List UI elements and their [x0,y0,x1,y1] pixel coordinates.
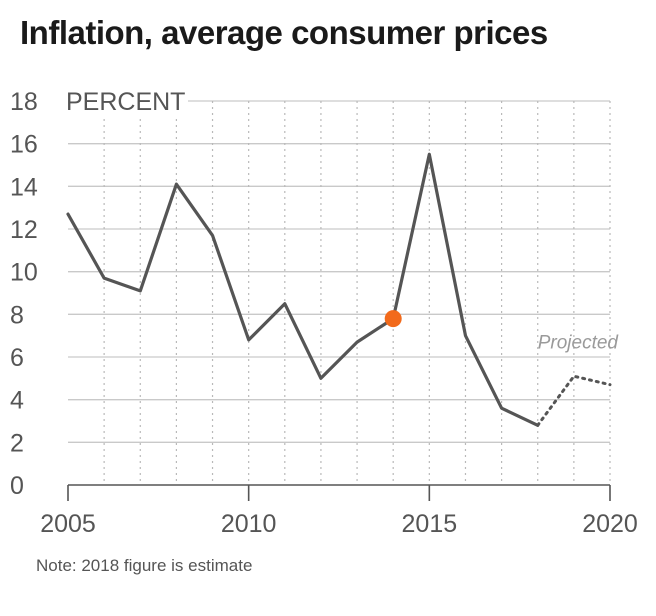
y-tick-label-10: 10 [10,259,38,287]
annotation-projected: Projected [538,332,620,353]
x-tick-label-2020: 2020 [582,510,638,538]
data-point-actual-2012 [319,377,322,380]
x-tick-label-2010: 2010 [221,510,277,538]
data-point-actual-2017 [500,407,503,410]
y-tick-label-8: 8 [10,301,24,329]
y-tick-label-6: 6 [10,344,24,372]
y-tick-label-12: 12 [10,216,38,244]
y-tick-label-14: 14 [10,173,38,201]
data-point-actual-2010 [247,338,250,341]
series-line-projected [536,374,612,427]
y-tick-label-18: 18 [10,88,38,116]
data-point-actual-2006 [103,277,106,280]
y-axis-unit-label: PERCENT [66,88,185,116]
data-point-actual-2011 [283,302,286,305]
series [66,152,612,427]
chart-title: Inflation, average consumer prices [20,14,548,51]
data-point-projected-2020 [609,383,612,386]
unit-label-bg [64,85,188,115]
y-tick-label-0: 0 [10,472,24,500]
data-point-projected-2018 [536,424,539,427]
x-tick-label-2005: 2005 [40,510,96,538]
data-point-projected-2019 [572,375,575,378]
y-tick-label-2: 2 [10,429,24,457]
y-tick-label-16: 16 [10,131,38,159]
data-point-actual-2016 [464,334,467,337]
axes [67,484,611,501]
labels: 0 2 4 6 8 10 12 14 16 18 PERCENT 2005 2010 2015 2020 Pr… [10,85,638,538]
data-point-actual-2008 [175,183,178,186]
grid [68,100,611,485]
highlight-point-2014 [384,310,402,328]
data-point-actual-2005 [67,213,70,216]
data-point-actual-2015 [428,153,431,156]
data-point-actual-2009 [211,234,214,237]
chart-note: Note: 2018 figure is estimate [36,556,253,575]
data-point-actual-2007 [139,289,142,292]
x-tick-label-2015: 2015 [402,510,458,538]
y-tick-label-4: 4 [10,387,24,415]
series-line-actual [66,152,540,427]
data-point-actual-2013 [356,341,359,344]
